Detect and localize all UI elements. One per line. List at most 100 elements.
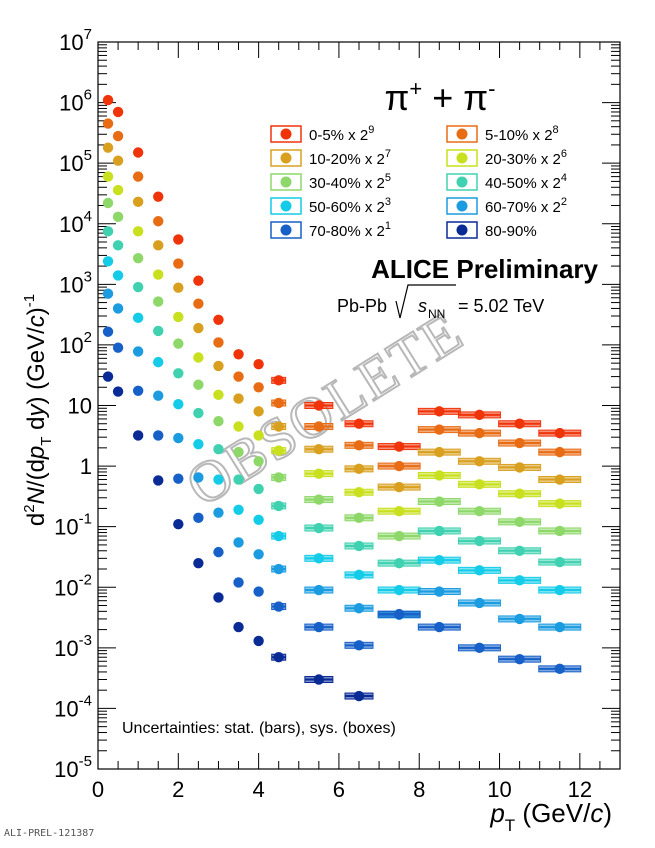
y-tick-label: 10-1 xyxy=(54,511,92,540)
data-point xyxy=(132,147,144,158)
legend-label: 60-70% x 22 xyxy=(485,196,567,216)
data-point xyxy=(434,446,445,458)
y-tick-label: 104 xyxy=(59,208,92,237)
data-point xyxy=(193,322,204,334)
data-point xyxy=(554,584,565,596)
data-point xyxy=(273,397,284,409)
data-point xyxy=(393,584,405,596)
data-point xyxy=(313,468,325,479)
data-point xyxy=(474,506,485,517)
legend-label: 80-90% xyxy=(485,223,537,240)
data-point xyxy=(233,537,244,548)
data-point xyxy=(313,421,325,432)
data-point xyxy=(514,545,525,556)
legend-marker xyxy=(456,128,468,140)
data-point xyxy=(213,389,224,401)
data-point xyxy=(102,326,114,337)
data-point xyxy=(173,282,184,293)
x-tick-label: 10 xyxy=(487,777,511,802)
data-point xyxy=(173,473,184,484)
series-20-30% xyxy=(102,171,582,517)
data-point xyxy=(193,352,204,363)
x-tick-label: 0 xyxy=(92,777,104,802)
legend-label: 40-50% x 24 xyxy=(485,172,567,192)
data-point xyxy=(434,525,445,537)
x-tick-label: 8 xyxy=(413,777,425,802)
data-point xyxy=(353,603,365,614)
data-point xyxy=(173,518,184,530)
axes: 0 2 4 6 8 10 12 10-5 10-4 10-3 10-2 10-1 1 10 102 103 10… xyxy=(54,26,621,802)
data-point xyxy=(273,601,284,612)
data-point xyxy=(554,446,565,458)
data-point xyxy=(253,514,264,525)
data-point xyxy=(173,399,184,410)
y-tick-label: 10 xyxy=(68,394,92,419)
data-point xyxy=(554,525,565,537)
data-point xyxy=(514,516,525,528)
sqrt-sign xyxy=(395,284,456,319)
data-point xyxy=(153,296,164,307)
data-point xyxy=(102,118,114,129)
data-point xyxy=(193,512,204,524)
data-point xyxy=(193,298,204,309)
data-point xyxy=(514,418,525,429)
data-point xyxy=(213,314,224,325)
data-point xyxy=(393,481,405,493)
legend-item: 80-90% xyxy=(446,221,537,240)
data-point xyxy=(353,440,365,451)
legend-item: 70-80% x 21 xyxy=(270,220,391,240)
y-axis-title: d2N/(dpT dy) (GeV/c)-1 xyxy=(21,294,55,526)
data-point xyxy=(434,554,445,566)
data-point xyxy=(393,608,405,620)
data-point xyxy=(554,556,565,568)
legend-item: 30-40% x 25 xyxy=(270,172,391,192)
data-point xyxy=(393,506,405,517)
data-point xyxy=(102,256,114,267)
data-point xyxy=(514,613,525,625)
data-point xyxy=(313,621,325,633)
data-point xyxy=(153,216,164,227)
data-point xyxy=(102,288,114,299)
data-point xyxy=(173,432,184,444)
data-point xyxy=(353,540,365,552)
data-point xyxy=(132,430,144,441)
data-point xyxy=(253,456,264,467)
data-point xyxy=(193,472,204,483)
data-point xyxy=(353,463,365,475)
data-point xyxy=(434,496,445,507)
data-point xyxy=(112,130,124,142)
data-point xyxy=(112,342,124,353)
system-text: Pb-Pb xyxy=(337,296,387,316)
data-point xyxy=(213,507,224,518)
data-point xyxy=(253,382,264,393)
data-point xyxy=(213,474,224,485)
data-point xyxy=(253,359,264,370)
x-tick-label: 4 xyxy=(252,777,264,802)
data-point xyxy=(132,281,144,293)
legend-marker xyxy=(456,200,468,212)
data-point xyxy=(193,557,204,569)
legend-marker xyxy=(280,224,292,236)
chart-title: π+ + π- xyxy=(385,76,496,118)
data-point xyxy=(233,474,244,485)
data-point xyxy=(253,430,264,441)
system-label: Pb-Pb s NN = 5.02 TeV xyxy=(337,284,544,321)
data-point xyxy=(313,553,325,564)
data-point xyxy=(102,94,114,106)
legend-label: 5-10% x 28 xyxy=(485,124,559,144)
x-tick-label: 12 xyxy=(568,777,592,802)
data-point xyxy=(273,563,284,575)
legend-label: 20-30% x 26 xyxy=(485,148,567,168)
legend-marker xyxy=(456,224,468,236)
data-point xyxy=(514,437,525,449)
legend-label: 30-40% x 25 xyxy=(309,172,391,192)
data-point xyxy=(233,577,244,588)
data-point xyxy=(393,530,405,542)
document-id: ALI-PREL-121387 xyxy=(4,828,95,839)
data-point xyxy=(173,368,184,379)
data-point xyxy=(253,635,264,647)
data-point xyxy=(153,356,164,368)
data-point xyxy=(313,443,325,455)
data-point xyxy=(474,427,485,439)
data-point xyxy=(112,211,124,223)
